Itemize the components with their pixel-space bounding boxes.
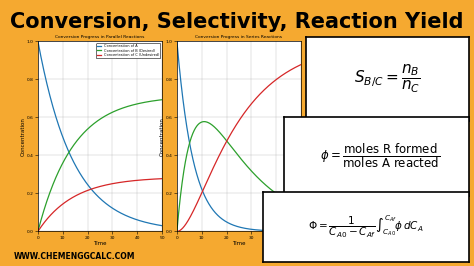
- Y-axis label: Concentration: Concentration: [159, 117, 164, 156]
- Text: $S_{B/C} = \dfrac{n_B}{n_C}$: $S_{B/C} = \dfrac{n_B}{n_C}$: [354, 63, 421, 95]
- Text: $\phi = \dfrac{\mathrm{moles\ R\ formed}}{\mathrm{moles\ A\ reacted}}$: $\phi = \dfrac{\mathrm{moles\ R\ formed}…: [320, 142, 440, 170]
- X-axis label: Time: Time: [232, 241, 246, 246]
- Text: Conversion, Selectivity, Reaction Yield: Conversion, Selectivity, Reaction Yield: [10, 12, 464, 32]
- Legend: Concentration of A, Concentration of B (Desired), Concentration of C (Undesired): Concentration of A, Concentration of B (…: [96, 43, 160, 59]
- Text: WWW.CHEMENGGCALC.COM: WWW.CHEMENGGCALC.COM: [14, 252, 136, 261]
- Text: $\Phi = \dfrac{1}{C_{A0}-C_{Af}}\int_{C_{A0}}^{C_{Af}} \phi\, dC_A$: $\Phi = \dfrac{1}{C_{A0}-C_{Af}}\int_{C_…: [309, 214, 424, 240]
- Title: Conversion Progress in Series Reactions: Conversion Progress in Series Reactions: [195, 35, 283, 39]
- Title: Conversion Progress in Parallel Reactions: Conversion Progress in Parallel Reaction…: [55, 35, 145, 39]
- X-axis label: Time: Time: [93, 241, 107, 246]
- Y-axis label: Concentration: Concentration: [20, 117, 26, 156]
